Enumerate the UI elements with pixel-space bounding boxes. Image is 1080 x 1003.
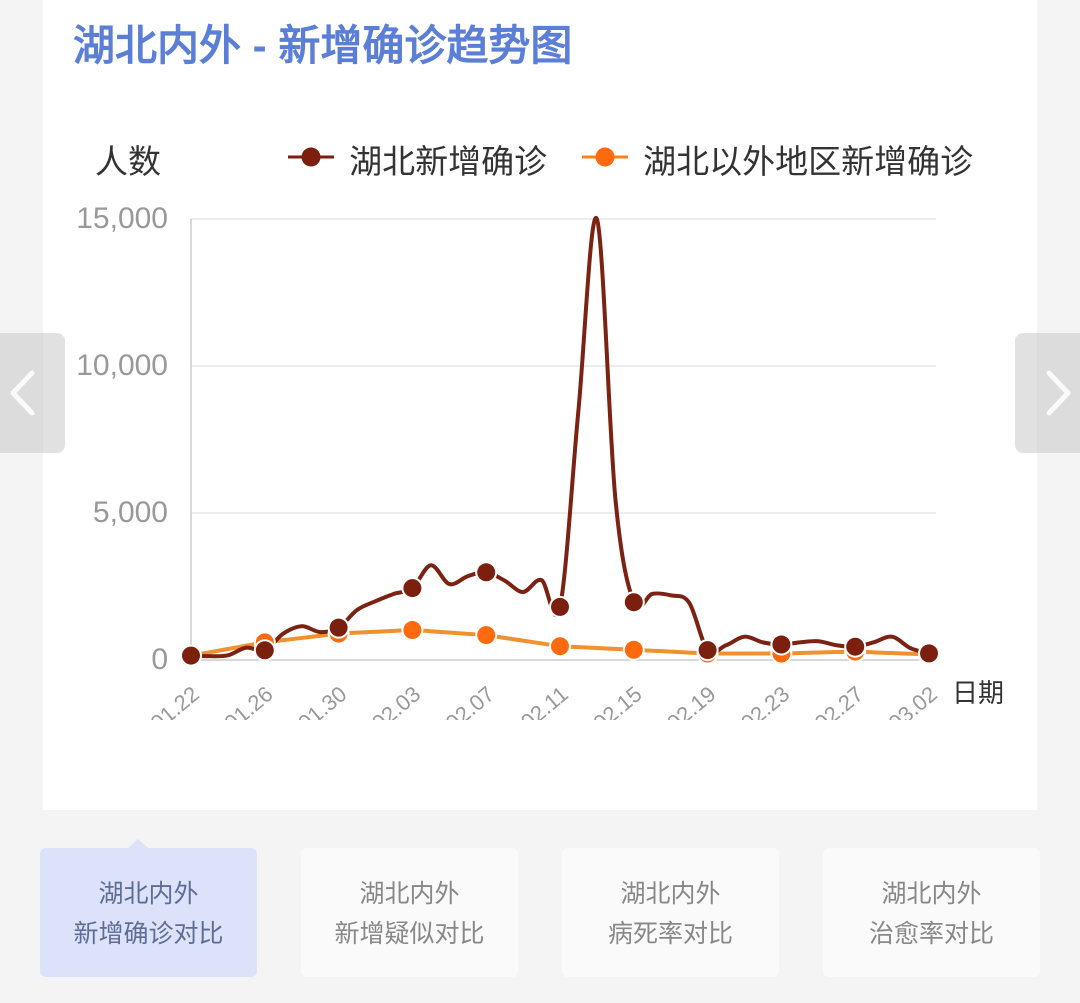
svg-text:0: 0 (151, 643, 168, 676)
svg-text:日期: 日期 (952, 678, 1004, 708)
svg-text:15,000: 15,000 (76, 202, 168, 235)
svg-text:01.26: 01.26 (219, 681, 277, 720)
svg-text:01.30: 01.30 (293, 681, 351, 720)
svg-text:10,000: 10,000 (76, 349, 168, 382)
svg-text:02.07: 02.07 (441, 681, 499, 720)
svg-text:02.15: 02.15 (588, 681, 646, 720)
svg-text:5,000: 5,000 (93, 496, 168, 529)
svg-text:02.19: 02.19 (662, 681, 720, 720)
svg-text:02.27: 02.27 (810, 681, 868, 720)
svg-text:01.22: 01.22 (146, 681, 204, 720)
svg-text:02.11: 02.11 (516, 681, 573, 720)
svg-text:02.03: 02.03 (367, 681, 425, 720)
svg-text:02.23: 02.23 (736, 681, 794, 720)
svg-text:03.02: 03.02 (884, 681, 942, 720)
